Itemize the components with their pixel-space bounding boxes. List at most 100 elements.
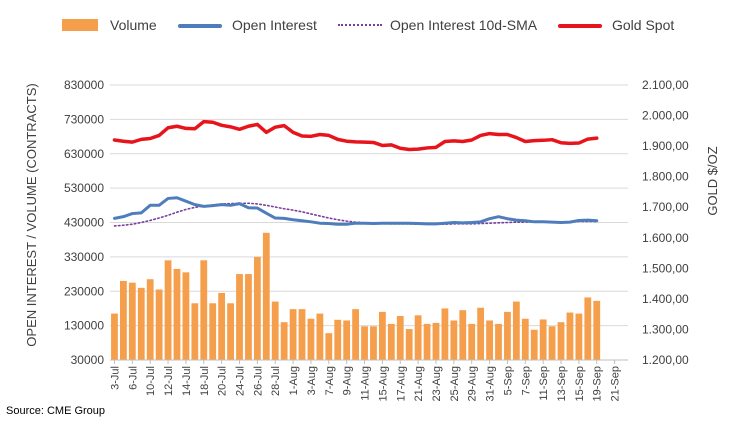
volume-bar <box>450 320 458 360</box>
y-tick-label-left: 530000 <box>64 181 104 195</box>
y-tick-label-left: 230000 <box>64 284 104 298</box>
volume-bar <box>271 301 279 360</box>
y-tick-label-right: 1.300,00 <box>642 322 689 336</box>
x-tick-label: 18-Jul <box>199 366 211 396</box>
x-tick-label: 11-Aug <box>360 366 372 401</box>
volume-bar <box>495 323 502 360</box>
y-tick-label-left: 130000 <box>64 319 104 333</box>
volume-bar <box>548 326 556 360</box>
volume-bar <box>414 315 422 360</box>
volume-bars <box>111 232 601 361</box>
gold-spot-line <box>112 119 599 152</box>
volume-bar <box>468 323 476 360</box>
y-tick-label-right: 2.000,00 <box>642 109 689 123</box>
legend-label-open-interest: Open Interest <box>232 17 317 33</box>
volume-bar <box>191 303 199 360</box>
volume-bar <box>361 326 368 360</box>
legend-swatch-gold-spot <box>558 24 602 28</box>
x-tick-label: 6-Jul <box>127 366 139 390</box>
volume-bar <box>352 309 359 361</box>
volume-bar <box>423 323 431 360</box>
x-tick-label: 15-Sep <box>574 366 586 401</box>
y-tick-label-right: 1.200,00 <box>642 353 689 367</box>
volume-bar <box>566 312 574 360</box>
volume-bar <box>120 280 127 360</box>
volume-bar <box>575 313 583 360</box>
legend-label-gold-spot: Gold Spot <box>612 17 675 33</box>
legend-swatch-open-interest <box>178 24 222 28</box>
x-tick-label: 17-Aug <box>395 366 407 401</box>
x-tick-label: 3-Aug <box>306 366 318 395</box>
legend-label-oi-sma: Open Interest 10d-SMA <box>390 17 538 33</box>
volume-bar <box>262 232 270 360</box>
volume-bar <box>405 329 413 360</box>
volume-bar <box>182 272 190 360</box>
volume-bar <box>334 319 342 360</box>
y-tick-label-left: 330000 <box>64 250 104 264</box>
volume-bar <box>128 282 136 360</box>
volume-bar <box>521 318 529 360</box>
volume-bar <box>530 329 538 360</box>
x-tick-label: 14-Jul <box>181 366 193 396</box>
volume-bar <box>236 274 243 360</box>
x-tick-label: 21-Sep <box>610 366 622 401</box>
y-tick-label-right: 1.600,00 <box>642 231 689 245</box>
volume-bar <box>146 279 154 360</box>
y-tick-label-left: 430000 <box>64 216 104 230</box>
volume-bar <box>253 256 261 361</box>
x-tick-label: 15-Aug <box>377 366 389 401</box>
x-tick-label: 10-Jul <box>145 366 157 396</box>
series-lines <box>112 119 599 227</box>
volume-bar <box>379 311 386 361</box>
volume-bar <box>155 289 163 360</box>
y-tick-label-right: 1.700,00 <box>642 200 689 214</box>
volume-bar <box>137 287 145 360</box>
volume-bar <box>459 310 467 360</box>
y-axis-title-left: OPEN INTEREST / VOLUME (CONTRACTS) <box>24 83 39 346</box>
open-interest-line <box>112 196 599 226</box>
x-tick-label: 29-Aug <box>467 366 479 401</box>
volume-bar <box>209 303 217 360</box>
x-tick-label: 9-Aug <box>342 366 354 395</box>
x-tick-label: 1-Aug <box>288 366 300 395</box>
volume-bar <box>477 307 485 360</box>
chart-legend: Volume Open Interest Open Interest 10d-S… <box>0 14 742 36</box>
volume-bar <box>200 260 208 360</box>
source-note: Source: CME Group <box>6 405 106 417</box>
x-tick-label: 21-Aug <box>413 366 425 401</box>
y-axis-title-right: GOLD $/OZ <box>705 146 720 215</box>
y-tick-label-right: 2.100,00 <box>642 78 689 92</box>
x-tick-label: 19-Sep <box>592 366 604 401</box>
volume-bar <box>298 309 306 361</box>
y-tick-label-left: 630000 <box>64 147 104 161</box>
volume-bar <box>539 319 547 360</box>
x-tick-label: 7-Aug <box>324 366 336 395</box>
x-tick-label: 24-Jul <box>235 366 247 396</box>
volume-bar <box>584 297 592 360</box>
volume-bar <box>557 322 565 360</box>
x-tick-label: 5-Sep <box>502 366 514 395</box>
y-tick-label-left: 730000 <box>64 112 104 126</box>
volume-bar <box>432 322 440 361</box>
legend-swatch-oi-sma <box>338 24 382 26</box>
volume-bar <box>245 274 252 360</box>
x-tick-label: 12-Jul <box>163 366 175 396</box>
volume-bar <box>441 308 449 360</box>
volume-bar <box>316 313 324 360</box>
y-tick-label-left: 30000 <box>71 353 105 367</box>
x-tick-label: 7-Sep <box>520 366 532 395</box>
volume-bar <box>370 326 377 360</box>
x-tick-label: 25-Aug <box>449 366 461 401</box>
volume-bar <box>280 322 288 360</box>
x-tick-label: 13-Sep <box>556 366 568 401</box>
x-tick-label: 28-Jul <box>270 366 282 396</box>
x-tick-label: 20-Jul <box>217 366 229 396</box>
volume-bar <box>289 309 297 361</box>
x-tick-label: 23-Aug <box>431 366 443 401</box>
volume-bar <box>486 320 493 360</box>
legend-swatch-volume <box>62 19 98 31</box>
volume-bar <box>111 313 118 360</box>
volume-bar <box>325 333 333 360</box>
y-tick-label-right: 1.800,00 <box>642 170 689 184</box>
y-tick-label-right: 1.900,00 <box>642 139 689 153</box>
